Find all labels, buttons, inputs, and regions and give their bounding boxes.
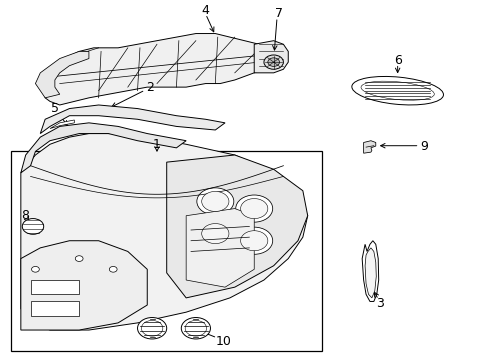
Polygon shape [166, 155, 307, 298]
Polygon shape [186, 208, 254, 287]
Circle shape [75, 256, 83, 261]
Bar [30, 301, 79, 316]
Text: 8: 8 [20, 209, 29, 222]
Text: 3: 3 [375, 297, 383, 310]
Polygon shape [363, 141, 375, 153]
Text: 1: 1 [153, 138, 161, 151]
Polygon shape [362, 241, 378, 301]
Text: 10: 10 [215, 335, 231, 348]
Circle shape [235, 195, 272, 222]
Polygon shape [45, 33, 273, 105]
Circle shape [267, 58, 279, 66]
Circle shape [201, 192, 228, 211]
Circle shape [31, 266, 39, 272]
Polygon shape [21, 134, 307, 330]
Circle shape [235, 227, 272, 254]
Circle shape [22, 219, 43, 234]
Text: 7: 7 [274, 8, 282, 21]
Circle shape [137, 318, 166, 339]
Text: 9: 9 [420, 140, 427, 153]
Ellipse shape [351, 76, 443, 105]
Text: 6: 6 [393, 54, 401, 67]
Bar [11, 152, 322, 351]
Polygon shape [40, 105, 224, 134]
Circle shape [240, 199, 267, 219]
Circle shape [181, 318, 210, 339]
Circle shape [109, 266, 117, 272]
Polygon shape [365, 248, 375, 298]
Circle shape [197, 188, 233, 215]
Circle shape [240, 231, 267, 251]
Text: 2: 2 [145, 81, 153, 94]
Circle shape [201, 224, 228, 244]
Polygon shape [50, 120, 74, 129]
Circle shape [197, 220, 233, 247]
Polygon shape [21, 241, 147, 330]
Text: 4: 4 [201, 4, 209, 17]
Bar [30, 280, 79, 294]
Circle shape [264, 55, 283, 69]
Polygon shape [254, 41, 287, 73]
Polygon shape [35, 51, 89, 98]
Text: 5: 5 [51, 102, 59, 115]
Polygon shape [21, 123, 186, 173]
